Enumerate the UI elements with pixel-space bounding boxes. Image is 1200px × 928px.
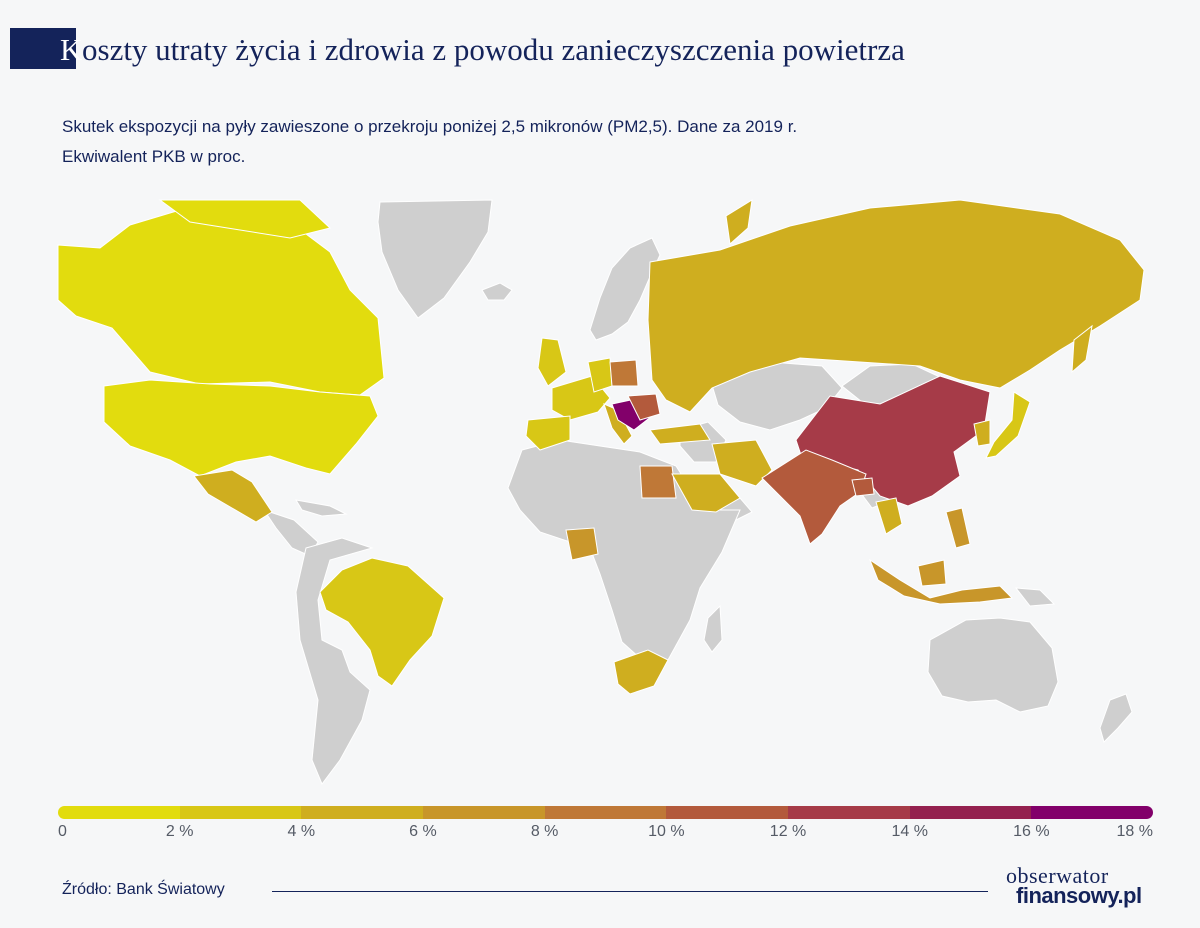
- legend-segment-7: [788, 806, 910, 819]
- legend-segment-1: [58, 806, 180, 819]
- legend-label: 8 %: [530, 823, 559, 840]
- country-korea: [973, 419, 991, 447]
- logo-line-1: obserwator: [1006, 863, 1109, 888]
- legend-label: 12 %: [769, 823, 807, 840]
- title-accent-bar: [10, 28, 76, 69]
- papua-new-guinea: [1014, 587, 1056, 607]
- australia: [927, 617, 1059, 713]
- subtitle-line-1: Skutek ekspozycji na pyły zawieszone o p…: [62, 117, 798, 136]
- legend-segment-2: [179, 806, 302, 819]
- legend-label: 0: [58, 823, 67, 840]
- legend-label: 2 %: [165, 823, 194, 840]
- country-mexico: [193, 469, 273, 523]
- country-philippines: [945, 507, 971, 549]
- subtitle: Skutek ekspozycji na pyły zawieszone o p…: [62, 112, 797, 172]
- legend-segment-3: [301, 806, 424, 819]
- country-spain-portugal: [525, 415, 571, 451]
- country-uk-ireland: [537, 337, 567, 387]
- country-indonesia: [868, 558, 1014, 605]
- title-text: oszty utraty życia i zdrowia z powodu za…: [82, 32, 905, 67]
- country-egypt: [639, 465, 677, 499]
- source-note: Źródło: Bank Światowy: [62, 881, 225, 898]
- country-poland: [609, 359, 639, 387]
- color-scale-legend: 0 2 % 4 % 6 % 8 % 10 % 12 % 14 % 16 % 18…: [58, 806, 1153, 847]
- legend-segment-4: [423, 806, 545, 819]
- central-asia: [711, 361, 843, 431]
- publisher-logo: obserwator finansowy.pl: [1006, 863, 1142, 908]
- legend-labels: 0 2 % 4 % 6 % 8 % 10 % 12 % 14 % 16 % 18…: [58, 823, 1153, 847]
- title-block: K oszty utraty życia i zdrowia z powodu …: [10, 28, 905, 72]
- country-india: [761, 449, 867, 545]
- legend-label: 6 %: [409, 823, 437, 840]
- legend-label: 16 %: [1013, 823, 1050, 840]
- madagascar: [703, 604, 723, 653]
- legend-segment-8: [909, 806, 1032, 819]
- country-indonesia-borneo: [917, 559, 947, 587]
- legend-segment-5: [544, 806, 667, 819]
- country-brazil: [319, 557, 445, 687]
- logo-line-2: finansowy.pl: [1016, 883, 1142, 908]
- caribbean: [295, 499, 348, 517]
- country-nigeria: [565, 527, 599, 561]
- legend-label: 14 %: [891, 823, 928, 840]
- footer-divider: [272, 891, 988, 892]
- title-first-letter: K: [60, 32, 83, 67]
- page-title: K oszty utraty życia i zdrowia z powodu …: [10, 32, 905, 68]
- country-kamchatka: [1071, 324, 1093, 374]
- rated-countries: [57, 199, 1145, 695]
- country-russia: [647, 199, 1145, 413]
- subtitle-line-2: Ekwiwalent PKB w proc.: [62, 147, 246, 166]
- legend-label: 10 %: [648, 823, 685, 840]
- greenland: [377, 199, 493, 319]
- new-zealand: [1099, 693, 1133, 743]
- country-russia-islands: [725, 199, 753, 245]
- country-japan: [985, 391, 1031, 459]
- country-romania: [627, 393, 661, 421]
- country-bangladesh: [851, 477, 875, 497]
- country-south-africa: [613, 649, 669, 695]
- legend-segment-9: [1031, 806, 1153, 819]
- iceland: [481, 282, 513, 301]
- legend-label: 18 %: [1116, 823, 1153, 840]
- country-canada-islands: [158, 199, 332, 239]
- country-saudi-arabia: [671, 473, 741, 513]
- country-canada-alaska: [57, 207, 385, 396]
- legend-segment-6: [666, 806, 789, 819]
- country-turkey: [649, 423, 711, 445]
- south-america-west: [295, 537, 374, 785]
- country-usa: [103, 379, 379, 477]
- africa: [507, 439, 741, 661]
- legend-label: 4 %: [287, 823, 316, 840]
- country-thailand: [875, 497, 903, 535]
- legend-color-bar: [58, 806, 1153, 819]
- world-map: [57, 199, 1145, 785]
